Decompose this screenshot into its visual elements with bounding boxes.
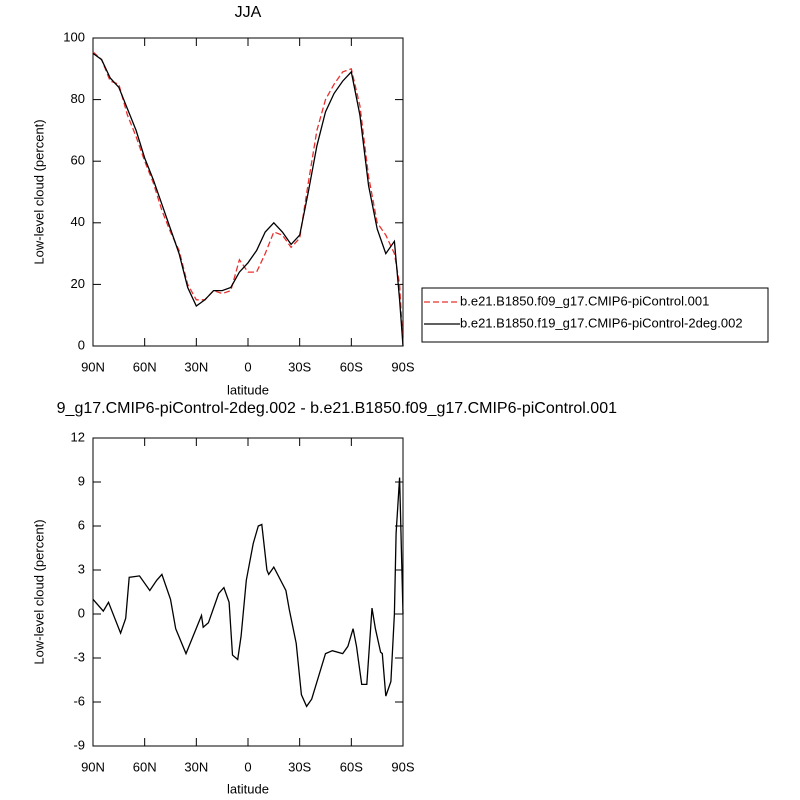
legend-box [421,287,769,343]
y-tick-label: 100 [63,29,85,44]
y-tick-label: 40 [71,214,85,229]
y-axis-label: Low-level cloud (percent) [31,519,46,664]
x-tick-label: 0 [244,359,251,374]
x-tick-label: 30S [288,759,311,774]
y-axis-label: Low-level cloud (percent) [31,119,46,264]
y-tick-label: 12 [71,429,85,444]
x-tick-label: 90N [81,359,105,374]
y-tick-label: -6 [73,693,85,708]
chart-title: 9_g17.CMIP6-piControl-2deg.002 - b.e21.B… [57,400,617,417]
data-line [92,52,404,347]
x-tick-label: 90S [391,759,414,774]
x-tick-label: 30N [184,759,208,774]
y-tick-label: -9 [73,737,85,752]
legend-label: b.e21.B1850.f19_g17.CMIP6-piControl-2deg… [460,315,743,330]
y-tick-label: 6 [78,517,85,532]
y-tick-label: 3 [78,561,85,576]
y-tick-label: -3 [73,649,85,664]
x-tick-label: 60S [340,759,363,774]
x-tick-label: 30S [288,359,311,374]
data-line [92,477,404,708]
y-tick-label: 80 [71,91,85,106]
x-axis-label: latitude [227,382,269,397]
x-tick-label: 0 [244,759,251,774]
legend-label: b.e21.B1850.f09_g17.CMIP6-piControl.001 [460,293,709,308]
plot-frame [92,437,404,747]
x-tick-label: 60N [133,359,157,374]
data-line [92,51,404,347]
x-tick-label: 90S [391,359,414,374]
y-tick-label: 0 [78,337,85,352]
x-tick-label: 60S [340,359,363,374]
x-tick-label: 30N [184,359,208,374]
x-tick-label: 90N [81,759,105,774]
y-tick-label: 60 [71,153,85,168]
plot-frame [92,37,404,347]
chart-title: JJA [235,4,262,21]
x-tick-label: 60N [133,759,157,774]
y-tick-label: 0 [78,605,85,620]
x-axis-label: latitude [227,781,269,796]
y-tick-label: 20 [71,276,85,291]
y-tick-label: 9 [78,473,85,488]
